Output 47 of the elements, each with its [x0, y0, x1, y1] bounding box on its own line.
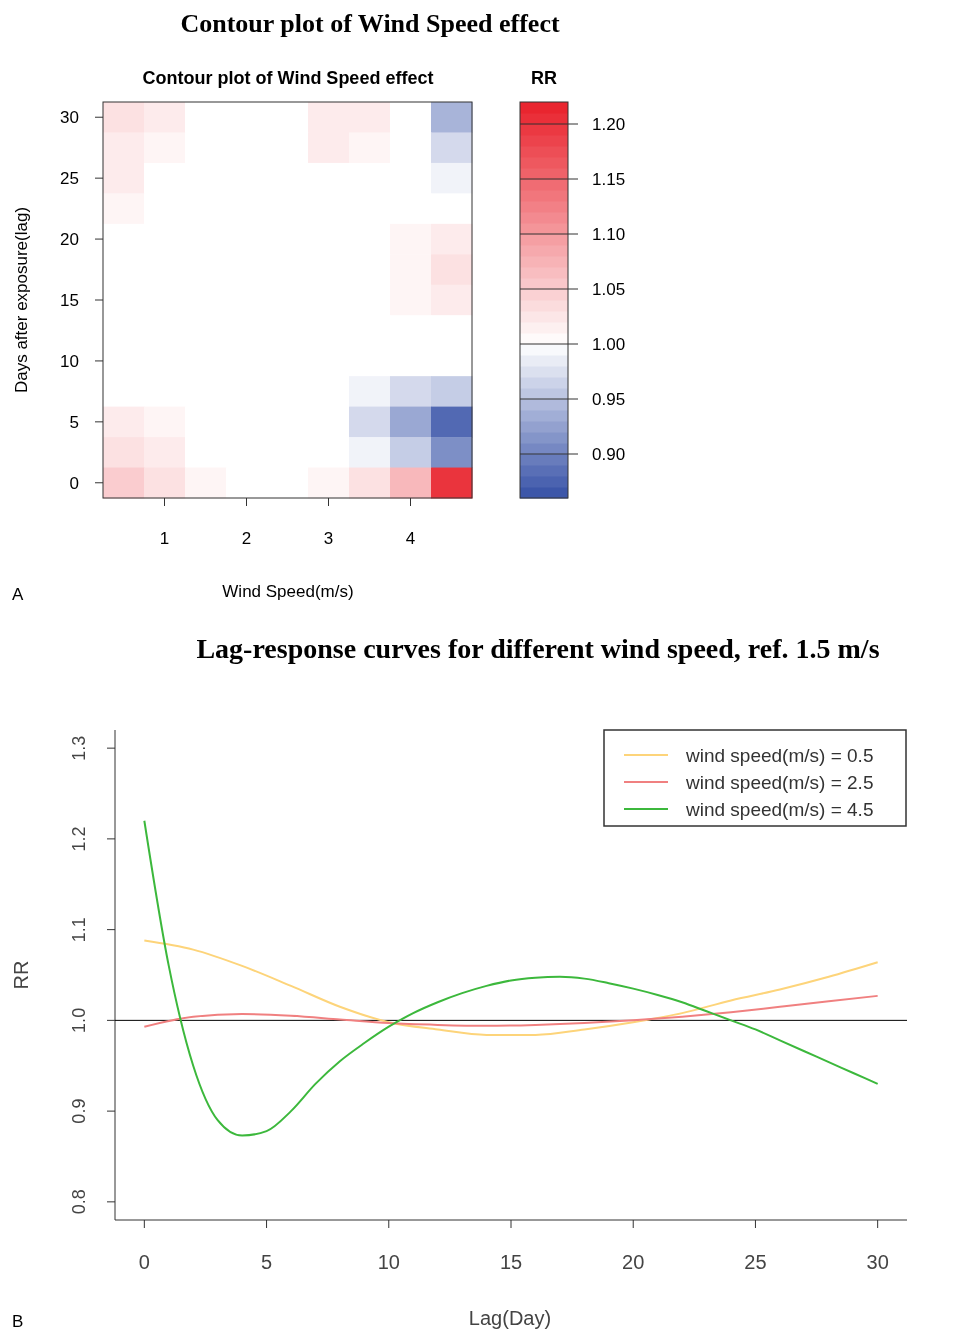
x-tick-label: 5 [260, 1251, 273, 1273]
y-axis-title: Days after exposure(lag) [12, 206, 31, 394]
x-tick-label: 0 [138, 1251, 150, 1273]
y-axis-title: RR [10, 960, 32, 990]
x-tick-label: 4 [405, 529, 416, 548]
legend-label: wind speed(m/s) = 4.5 [685, 799, 874, 820]
color-bar-label: 0.90 [592, 445, 626, 464]
line-series [143, 819, 879, 1137]
y-tick-label: 15 [60, 291, 79, 310]
x-axis-title: Lag(Day) [468, 1307, 552, 1329]
color-bar-label: 1.20 [592, 115, 626, 134]
color-bar-label: 0.95 [592, 390, 626, 409]
text: B [12, 1312, 24, 1331]
x-tick-label: 30 [866, 1251, 889, 1273]
x-tick-label: 3 [323, 529, 334, 548]
y-tick-label: 20 [60, 230, 79, 250]
y-tick-label: 1.0 [69, 1007, 89, 1033]
legend-label: wind speed(m/s) = 2.5 [685, 772, 874, 793]
chart-subtitle: Contour plot of Wind Speed effect [142, 68, 434, 88]
y-tick-label: 0 [69, 473, 79, 493]
chart-title: Contour plot of Wind Speed effect [180, 9, 560, 38]
text: A [12, 585, 24, 604]
x-tick-label: 20 [622, 1251, 645, 1273]
y-tick-label: 10 [60, 351, 79, 371]
line-series [143, 994, 879, 1028]
y-tick-label: 1.2 [69, 826, 89, 852]
y-tick-label: 1.1 [69, 917, 89, 943]
y-tick-label: 1.3 [69, 735, 89, 761]
x-tick-label: 1 [159, 529, 170, 548]
color-bar-label: 1.15 [592, 170, 626, 189]
x-tick-label: 10 [377, 1251, 400, 1273]
legend-label: wind speed(m/s) = 0.5 [685, 745, 874, 766]
y-tick-label: 30 [60, 108, 79, 128]
x-tick-label: 15 [499, 1251, 523, 1273]
chart-title: Lag-response curves for different wind speed, ref. 1.5 m/s [196, 633, 880, 664]
color-bar-label: 1.05 [592, 280, 626, 299]
x-tick-label: 25 [744, 1251, 767, 1273]
y-tick-label: 0.8 [69, 1189, 89, 1215]
y-tick-label: 0.9 [69, 1098, 89, 1124]
color-bar-label: 1.00 [592, 335, 626, 354]
color-bar-title: RR [531, 68, 557, 88]
x-axis-title: Wind Speed(m/s) [222, 582, 354, 601]
y-tick-label: 25 [60, 169, 79, 189]
line-series [143, 939, 879, 1036]
x-tick-label: 2 [241, 529, 252, 548]
color-bar-label: 1.10 [592, 225, 626, 244]
y-tick-label: 5 [69, 412, 79, 432]
